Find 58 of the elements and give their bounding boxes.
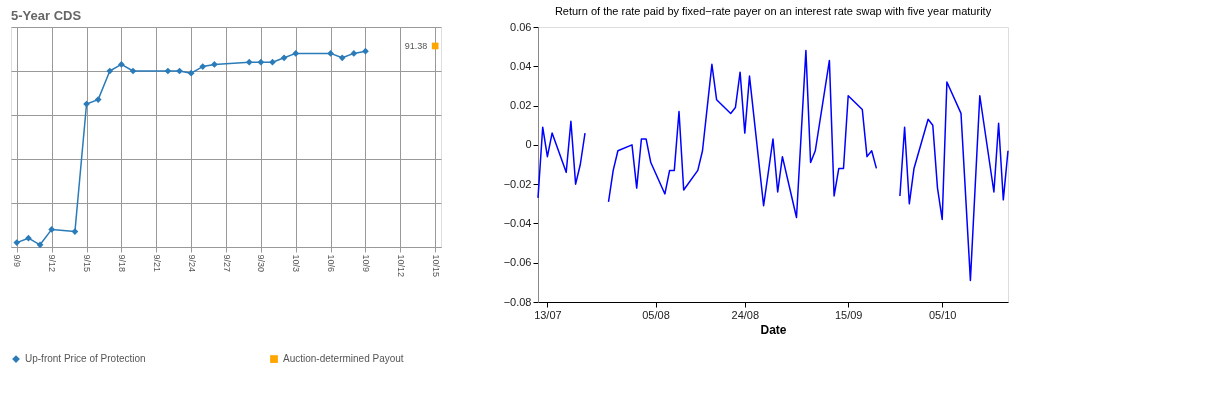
point	[338, 54, 346, 62]
x-tick-label: 05/10	[928, 308, 957, 321]
x-tick-label: 10/3	[291, 254, 302, 273]
legend-label: Up-front Price of Protection	[25, 353, 146, 365]
x-tick-label: 9/9	[12, 254, 23, 268]
x-tick-label: 9/12	[47, 254, 58, 273]
y-tick-label: −0.02	[503, 177, 532, 190]
data-label: 91.38	[404, 40, 428, 51]
x-tick-label: 15/09	[834, 308, 863, 321]
y-tick-label: −0.08	[503, 295, 532, 308]
x-tick-label: 10/6	[326, 254, 337, 273]
point	[211, 61, 218, 68]
y-tick-label: −0.04	[503, 216, 532, 229]
point	[245, 58, 253, 66]
point	[94, 96, 102, 103]
x-tick-label: 9/24	[186, 254, 197, 273]
chart-title: Return of the rate paid by fixed−rate payer on an interest rate swap with five year maturity	[554, 5, 992, 17]
point	[13, 239, 21, 246]
x-tick-label: 13/07	[534, 308, 562, 321]
chart-title: 5-Year CDS	[11, 8, 82, 23]
x-tick-label: 10/9	[360, 254, 371, 273]
point	[362, 47, 369, 55]
point	[71, 228, 79, 235]
line-series	[537, 120, 586, 199]
y-tick-label: 0.06	[510, 20, 532, 33]
legend-label: Auction-determined Payout	[283, 353, 404, 365]
line-series	[607, 49, 878, 219]
x-axis-title: Date	[760, 322, 787, 337]
x-tick-label: 9/27	[221, 254, 232, 273]
x-tick-label: 10/15	[430, 254, 441, 278]
point	[25, 234, 32, 242]
y-tick-label: 0	[525, 138, 532, 151]
point	[431, 42, 439, 50]
x-tick-label: 05/08	[642, 308, 670, 321]
point	[129, 67, 137, 75]
point	[187, 69, 195, 77]
x-tick-label: 24/08	[731, 308, 760, 321]
point	[199, 63, 207, 70]
x-tick-label: 9/18	[116, 254, 127, 273]
point	[350, 50, 358, 57]
point	[48, 226, 56, 233]
point	[106, 67, 114, 75]
point	[292, 50, 300, 57]
x-tick-label: 9/21	[151, 254, 162, 273]
y-tick-label: 0.04	[510, 59, 532, 72]
point	[257, 58, 265, 66]
point	[36, 241, 44, 249]
point	[269, 58, 276, 66]
x-tick-label: 9/30	[256, 254, 267, 273]
point	[118, 61, 125, 68]
y-tick-label: −0.06	[503, 256, 532, 269]
y-tick-label: 0.02	[510, 99, 532, 112]
x-tick-label: 10/12	[395, 254, 406, 278]
point	[164, 67, 172, 75]
point	[327, 50, 334, 57]
x-tick-label: 9/15	[82, 254, 93, 273]
point	[280, 54, 288, 62]
line-series	[899, 81, 1009, 282]
